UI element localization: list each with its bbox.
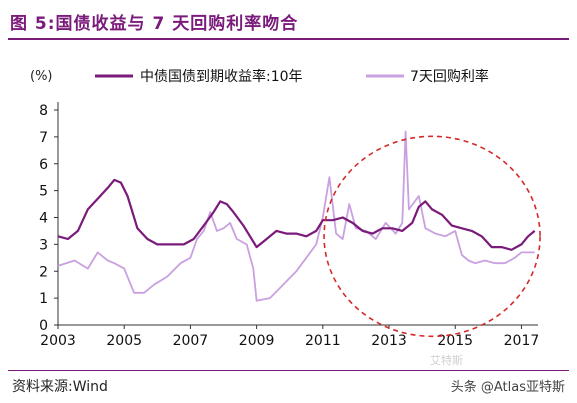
series-line-10y-yield	[57, 178, 536, 251]
source-note: 资料来源:Wind	[12, 379, 108, 395]
figure-title-text: 国债收益与 7 天回购利率吻合	[55, 14, 299, 34]
x-tick-label: 2007	[173, 333, 209, 349]
x-tick-label: 2009	[239, 333, 275, 349]
bottom-rule	[8, 370, 569, 371]
y-tick-label: 5	[39, 184, 48, 200]
x-tick-label: 2005	[106, 333, 142, 349]
series-line-7d-repo	[57, 130, 535, 302]
title-rule	[8, 38, 569, 40]
y-axis-unit-label: (%)	[30, 69, 53, 84]
x-tick-label: 2013	[371, 333, 407, 349]
y-tick-label: 8	[39, 103, 48, 119]
watermark-text: 头条 @Atlas亚特斯	[450, 380, 565, 395]
highlight-dashed-circle	[323, 135, 541, 338]
figure-label: 图 5:	[10, 14, 56, 34]
y-tick-label: 4	[39, 211, 48, 227]
y-tick-label: 0	[39, 318, 48, 334]
figure-title: 图 5:国债收益与 7 天回购利率吻合	[10, 9, 298, 34]
y-tick-label: 2	[39, 264, 48, 280]
watermark-logo: 艾特斯	[430, 354, 463, 367]
x-tick-label: 2003	[40, 333, 76, 349]
legend-label: 7天回购利率	[410, 68, 489, 85]
x-tick-label: 2017	[504, 333, 540, 349]
line-chart: 中债国债到期收益率:10年 7天回购利率 (%) 0 1 2 3 4 5 6 7 8 2003 2005…	[30, 68, 541, 349]
y-tick-label: 7	[39, 130, 48, 146]
x-tick-label: 2011	[305, 333, 341, 349]
y-tick-label: 6	[39, 157, 48, 173]
y-tick-label: 1	[39, 291, 48, 307]
x-tick-label: 2015	[437, 333, 473, 349]
legend-label: 中债国债到期收益率:10年	[140, 68, 303, 85]
y-tick-label: 3	[39, 237, 48, 253]
